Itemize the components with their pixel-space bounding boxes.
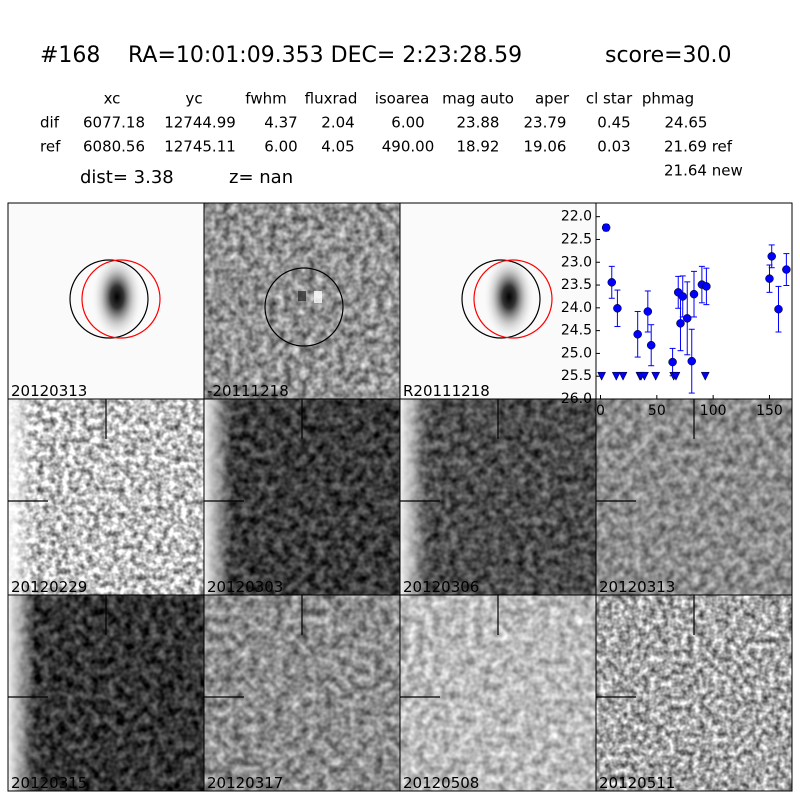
- table-cell: 23.88: [457, 114, 500, 132]
- row-label: dif: [40, 114, 60, 132]
- column-header: phmag: [642, 90, 694, 108]
- y-tick-label: 23.5: [561, 277, 592, 293]
- x-tick-label: 0: [596, 403, 605, 419]
- table-cell: 6.00: [264, 138, 297, 156]
- stamp-label: 20120317: [207, 774, 283, 792]
- x-tick-label: 50: [648, 403, 666, 419]
- point: [682, 314, 692, 323]
- stamp-label: 20120303: [207, 578, 283, 596]
- table-cell: 6.00: [391, 114, 424, 132]
- coordinates: RA=10:01:09.353 DEC= 2:23:28.59: [128, 43, 522, 68]
- column-header: cl star: [586, 90, 633, 108]
- aperture-new: [81, 259, 161, 339]
- upper-limit: [611, 371, 621, 381]
- table-cell: 490.00: [382, 138, 435, 156]
- stamp-label: 20120508: [403, 774, 479, 792]
- column-header: isoarea: [375, 90, 430, 108]
- point: [782, 265, 791, 274]
- stamp-label: 20120229: [11, 578, 87, 596]
- table-cell: 12745.11: [164, 138, 236, 156]
- residual-dark: [298, 291, 306, 301]
- point: [613, 304, 622, 313]
- aperture-ref: [69, 259, 149, 339]
- point: [689, 289, 699, 299]
- upper-limit: [640, 371, 649, 381]
- y-tick-label: 23.0: [561, 254, 592, 270]
- distance: dist= 3.38: [80, 167, 174, 188]
- point: [774, 304, 783, 314]
- stamp-label: 20120315: [11, 774, 87, 792]
- score: score=30.0: [605, 43, 732, 68]
- point: [633, 330, 642, 339]
- stamp-label: 20120306: [403, 578, 479, 596]
- y-tick-label: 26.0: [561, 391, 592, 407]
- table-cell: 12744.99: [164, 114, 236, 132]
- point: [765, 274, 774, 283]
- point: [767, 252, 776, 261]
- redshift: z= nan: [229, 167, 293, 188]
- upper-limit: [671, 371, 681, 381]
- point: [601, 223, 611, 232]
- y-tick-label: 22.5: [561, 231, 592, 247]
- column-header: yc: [185, 90, 202, 108]
- candidate-id: #168: [40, 43, 100, 68]
- table-cell: 19.06: [524, 138, 567, 156]
- table-cell: 0.03: [597, 138, 630, 156]
- table-note: 21.64 new: [664, 162, 743, 180]
- point: [607, 278, 617, 287]
- table-cell: 21.69 ref: [664, 138, 733, 156]
- table-cell: 18.92: [457, 138, 500, 156]
- table-cell: 4.37: [264, 114, 297, 132]
- y-tick-label: 22.0: [561, 209, 592, 225]
- aperture-new: [473, 259, 553, 339]
- aperture-ref: [461, 259, 541, 339]
- stamp-label: 20120313: [11, 382, 87, 400]
- column-header: fluxrad: [305, 90, 358, 108]
- column-header: xc: [104, 90, 121, 108]
- y-tick-label: 25.0: [561, 345, 592, 361]
- column-header: mag auto: [442, 90, 514, 108]
- table-cell: 24.65: [665, 114, 708, 132]
- residual-bright: [314, 291, 322, 303]
- table-cell: 2.04: [321, 114, 354, 132]
- y-tick-label: 25.5: [561, 368, 592, 384]
- table-cell: 6080.56: [83, 138, 145, 156]
- point: [687, 356, 696, 366]
- stamp-label: 20120313: [599, 578, 675, 596]
- upper-limit: [651, 371, 661, 381]
- point: [678, 292, 687, 301]
- table-cell: 0.45: [597, 114, 630, 132]
- panel-grid: 20120313 -20111218 R20111218 20120229 201203…: [7, 202, 793, 792]
- upper-limit: [597, 371, 607, 381]
- y-tick-label: 24.5: [561, 323, 592, 339]
- light-curve: 22.0 22.5 23.0 23.5 24.0 24.5 25.0 25.5 26.00 50 1…: [561, 202, 793, 419]
- table-cell: 4.05: [321, 138, 354, 156]
- stamp-frame: [595, 594, 793, 792]
- star-blob: [91, 253, 143, 341]
- stamp-label: -20111218: [207, 382, 289, 400]
- upper-limit: [618, 371, 628, 381]
- point: [668, 357, 677, 367]
- stamp-label: 20120511: [599, 774, 675, 792]
- x-tick-label: 100: [700, 403, 727, 419]
- y-tick-label: 24.0: [561, 300, 592, 316]
- stamp-label: R20111218: [403, 382, 490, 400]
- aperture-ref: [264, 267, 344, 347]
- point: [676, 319, 685, 328]
- x-tick-label: 150: [756, 403, 783, 419]
- table-cell: 6077.18: [83, 114, 145, 132]
- star-blob: [483, 253, 535, 341]
- column-header: fwhm: [245, 90, 286, 108]
- upper-limit: [700, 371, 710, 381]
- table-cell: 23.79: [524, 114, 567, 132]
- point: [643, 307, 653, 316]
- point: [646, 340, 656, 350]
- row-label: ref: [40, 138, 61, 156]
- column-header: aper: [535, 90, 570, 108]
- point: [702, 282, 711, 291]
